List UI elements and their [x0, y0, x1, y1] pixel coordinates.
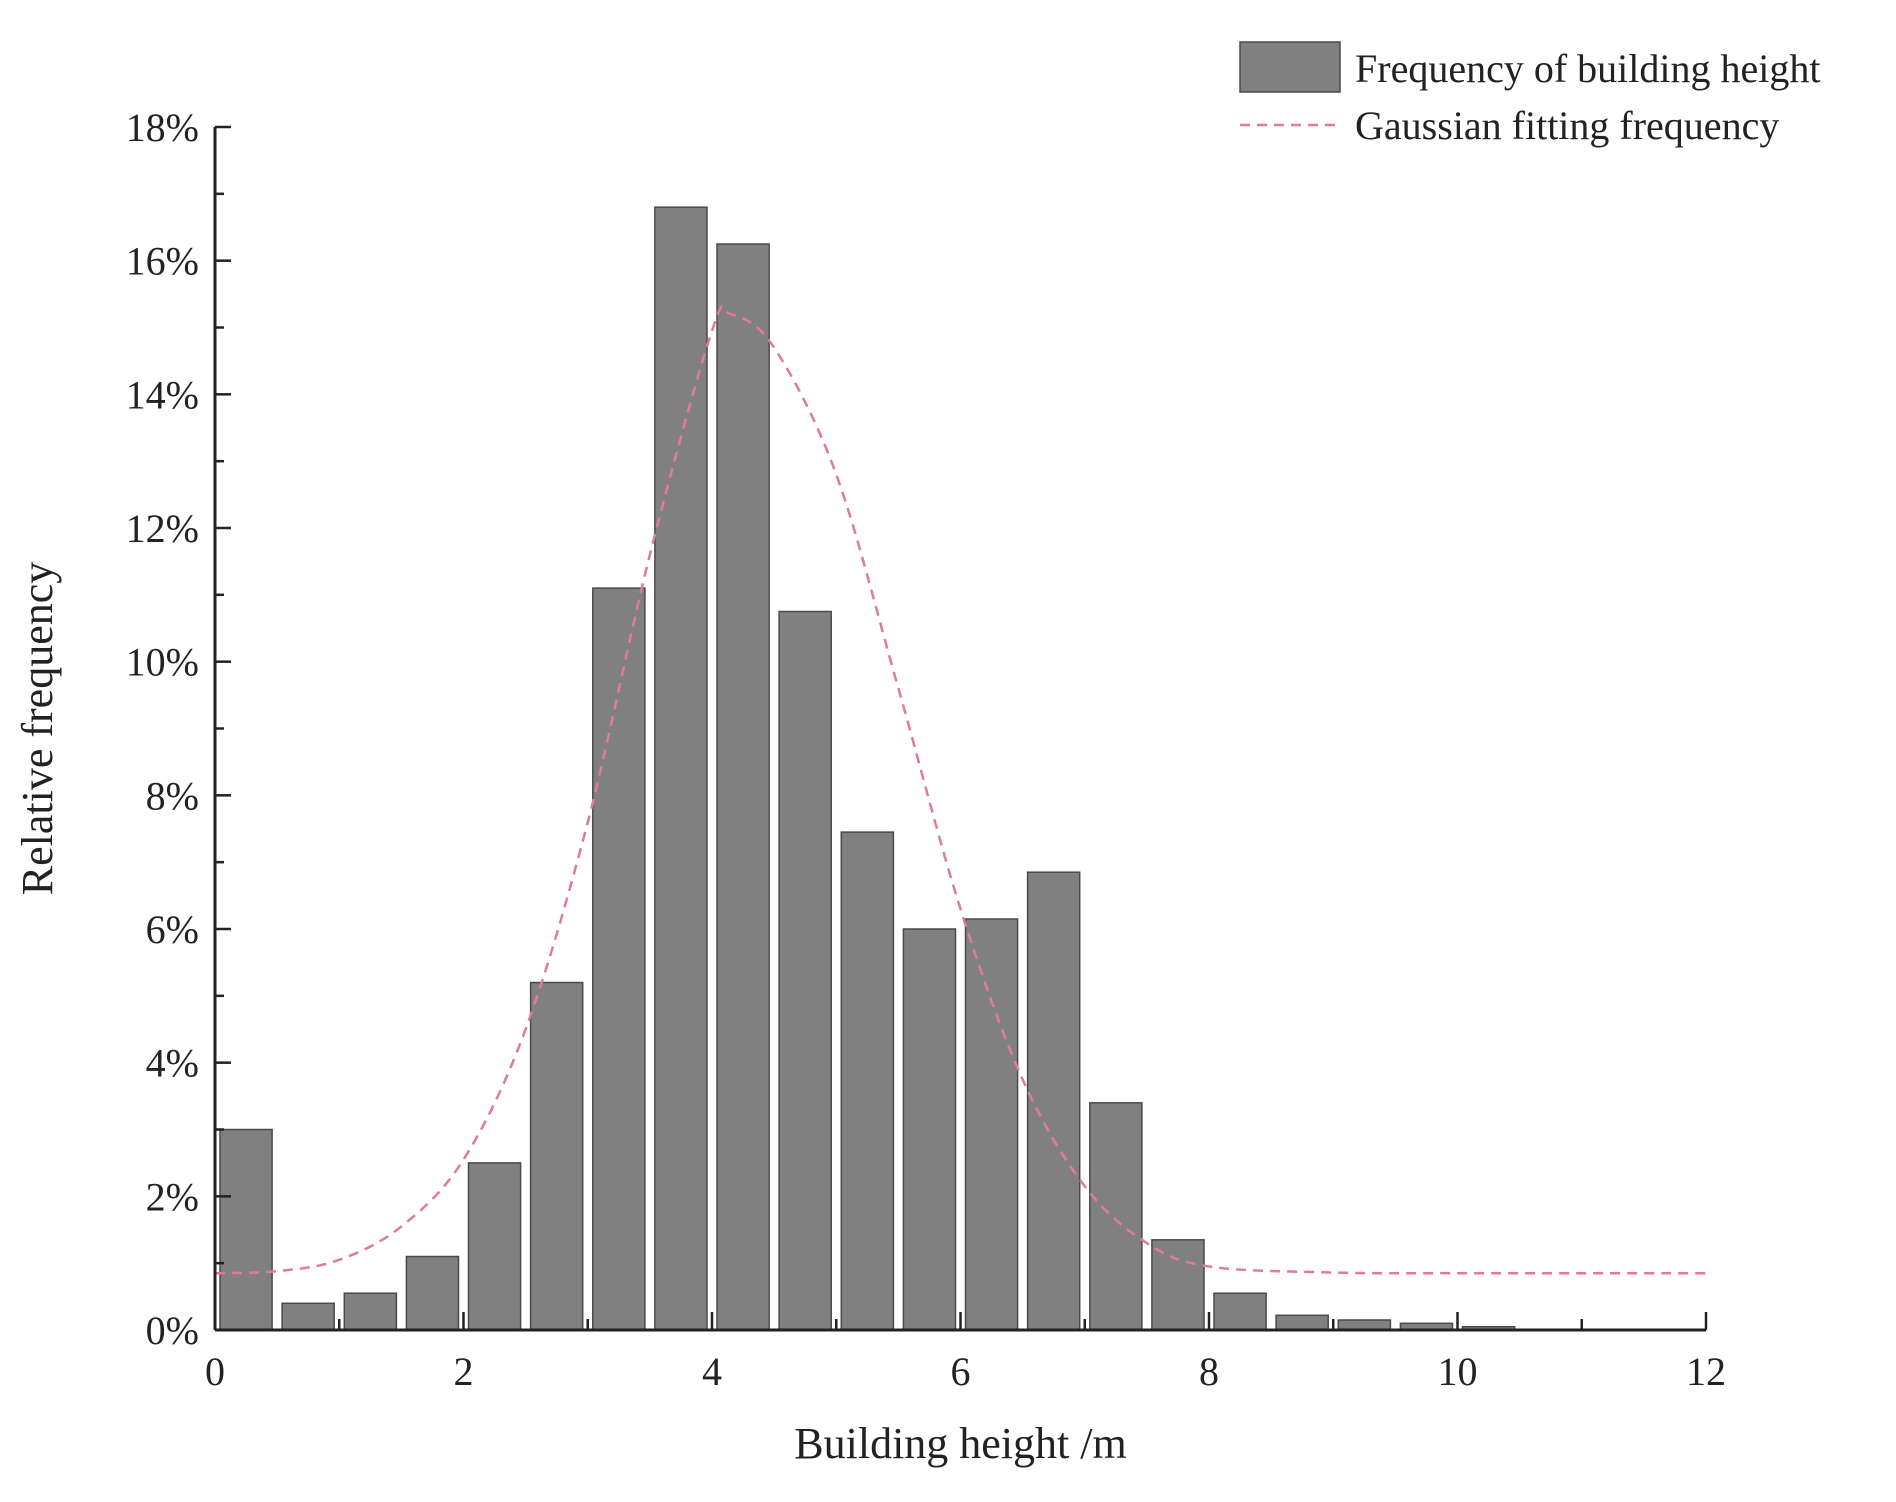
bars-layer [219, 206, 1516, 1331]
bar [529, 981, 584, 1331]
bar [1213, 1292, 1267, 1331]
bar [778, 610, 832, 1331]
y-tick-label: 4% [146, 1041, 199, 1086]
legend-label-bar: Frequency of building height [1355, 46, 1820, 91]
bar [1151, 1239, 1205, 1331]
bar [716, 243, 770, 1331]
legend: Frequency of building height Gaussian fit… [1239, 41, 1820, 148]
y-axis-title: Relative frequency [13, 562, 62, 896]
x-axis-title: Building height /m [794, 1419, 1126, 1468]
y-tick-label: 10% [126, 640, 199, 685]
bar [1275, 1314, 1329, 1331]
y-tick-label: 2% [146, 1174, 199, 1219]
gaussian-fit-line [214, 305, 1706, 1275]
x-tick-label: 4 [702, 1349, 722, 1394]
x-tick-label: 6 [951, 1349, 971, 1394]
x-tick-label: 12 [1686, 1349, 1726, 1394]
y-tick-label: 8% [146, 773, 199, 818]
bar [964, 918, 1019, 1331]
bar [405, 1255, 460, 1331]
bar [840, 831, 895, 1331]
y-tick-label: 16% [126, 239, 199, 284]
legend-label-fit: Gaussian fitting frequency [1355, 103, 1779, 148]
y-tick-label: 12% [126, 506, 199, 551]
x-tick-label: 8 [1199, 1349, 1219, 1394]
bar [1089, 1102, 1143, 1331]
bar [1026, 871, 1081, 1331]
y-tick-label: 6% [146, 907, 199, 952]
y-tick-label: 0% [146, 1308, 199, 1353]
bar [281, 1302, 335, 1331]
bar [219, 1128, 273, 1331]
bar [902, 928, 957, 1331]
legend-swatch-bar [1239, 41, 1341, 93]
bar [467, 1162, 522, 1331]
x-tick-label: 0 [205, 1349, 225, 1394]
bar [592, 587, 646, 1331]
fit-layer [214, 305, 1706, 1275]
x-tick-label: 2 [454, 1349, 474, 1394]
bar [654, 206, 708, 1331]
y-tick-label: 18% [126, 105, 199, 150]
x-tick-label: 10 [1438, 1349, 1478, 1394]
axes-layer: 0% 2% 4% 6% 8% 10% 12% 14% 16% 18% 0 2 4 6 8 10 12 [126, 105, 1726, 1394]
bar [343, 1292, 398, 1331]
y-tick-label: 14% [126, 372, 199, 417]
